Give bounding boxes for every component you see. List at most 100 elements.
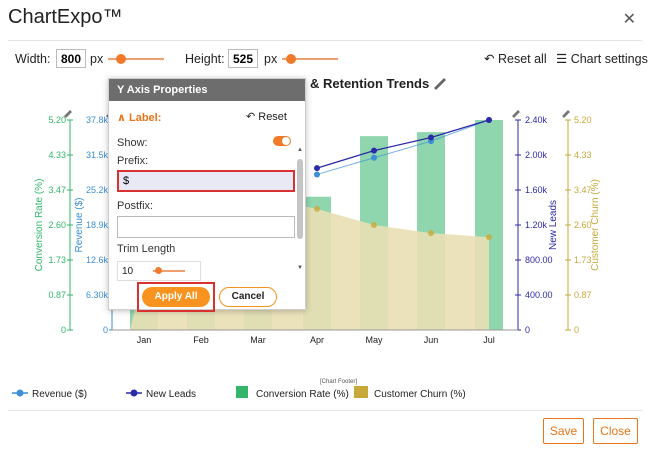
panel-scrollbar[interactable]	[297, 159, 303, 239]
trim-length-slider[interactable]	[153, 267, 185, 274]
legend-label: Customer Churn (%)	[374, 389, 466, 400]
width-unit: px	[90, 52, 104, 66]
save-button[interactable]: Save	[543, 418, 584, 444]
revenue-point[interactable]	[314, 171, 320, 178]
churn-axis-tick-label: 2.60	[574, 220, 592, 230]
height-slider[interactable]	[282, 54, 338, 64]
churn-axis-tick-label: 5.20	[574, 115, 592, 125]
churn-point[interactable]	[486, 234, 492, 241]
pencil-icon[interactable]	[512, 110, 520, 118]
churn-axis-tick-label: 0	[574, 325, 579, 335]
new-leads-point[interactable]	[371, 147, 377, 154]
new-leads-line[interactable]	[316, 119, 490, 169]
x-tick-label: May	[365, 335, 383, 345]
chart-title[interactable]: & Retention Trends	[310, 76, 429, 91]
bar-icon	[236, 386, 248, 398]
apply-all-highlight: Apply All	[137, 282, 215, 312]
area-icon	[354, 386, 368, 398]
show-toggle[interactable]	[273, 136, 291, 146]
new-leads-point[interactable]	[428, 134, 434, 141]
postfix-label: Postfix:	[117, 200, 154, 212]
undo-icon: ↶	[484, 52, 495, 66]
churn-axis-tick-label: 1.73	[574, 255, 592, 265]
x-tick-label: Apr	[310, 335, 324, 345]
label-section-toggle[interactable]: ∧ Label:	[117, 111, 161, 124]
scroll-up-icon[interactable]: ▲	[297, 147, 303, 153]
close-button[interactable]: Close	[593, 418, 638, 444]
line-marker-dot	[16, 389, 24, 397]
revenue-axis-tick-label: 12.6k	[86, 255, 109, 265]
new-leads-point[interactable]	[486, 117, 492, 123]
height-label: Height:	[185, 52, 225, 66]
cancel-button[interactable]: Cancel	[219, 287, 277, 307]
label-reset-button[interactable]: ↶ Reset	[246, 110, 287, 123]
churn-axis-title: Customer Churn (%)	[590, 179, 601, 271]
undo-icon: ↶	[245, 111, 259, 123]
trim-length-thumb[interactable]	[155, 267, 162, 274]
new-leads-point[interactable]	[314, 165, 320, 172]
width-input[interactable]	[56, 49, 86, 68]
churn-point[interactable]	[314, 205, 320, 212]
x-tick-label: Jul	[483, 335, 495, 345]
legend-item[interactable]: Customer Churn (%)	[354, 386, 466, 400]
new-leads-axis-tick-label: 2.40k	[525, 115, 548, 125]
chevron-up-icon: ∧	[117, 112, 129, 124]
pencil-icon[interactable]	[64, 110, 72, 118]
revenue-axis-tick-label: 25.2k	[86, 185, 109, 195]
chart-footer[interactable]: [Chart Footer]	[320, 379, 357, 385]
chart-settings-label: Chart settings	[570, 52, 648, 66]
churn-point[interactable]	[371, 222, 377, 228]
conversion-axis-tick-label: 4.33	[48, 150, 66, 160]
new-leads-axis-tick-label: 1.60k	[525, 185, 548, 195]
x-tick-label: Jan	[137, 335, 152, 345]
pencil-icon[interactable]	[434, 78, 446, 90]
legend-label: New Leads	[146, 389, 196, 400]
pencil-icon[interactable]	[562, 110, 570, 118]
chart-settings-button[interactable]: ☰ Chart settings	[556, 51, 648, 66]
apply-all-button[interactable]: Apply All	[142, 287, 210, 307]
churn-axis-tick-label: 3.47	[574, 185, 592, 195]
revenue-line[interactable]	[316, 119, 490, 175]
close-icon[interactable]: ✕	[622, 11, 636, 28]
legend-label: Revenue ($)	[32, 389, 87, 400]
revenue-axis-tick-label: 31.5k	[86, 150, 109, 160]
postfix-input[interactable]	[117, 216, 295, 238]
height-slider-thumb[interactable]	[286, 54, 296, 64]
x-tick-label: Feb	[193, 335, 209, 345]
new-leads-axis-tick-label: 2.00k	[525, 150, 548, 160]
legend-item[interactable]: Revenue ($)	[12, 389, 87, 400]
revenue-point[interactable]	[371, 154, 377, 161]
legend-item[interactable]: New Leads	[126, 389, 196, 400]
height-unit: px	[264, 52, 278, 66]
width-label: Width:	[15, 52, 51, 66]
prefix-input[interactable]	[117, 170, 295, 192]
show-label: Show:	[117, 137, 148, 149]
revenue-axis-tick-label: 0	[103, 325, 108, 335]
trim-length-input[interactable]: 10	[117, 261, 201, 281]
new-leads-axis-tick-label: 1.20k	[525, 220, 548, 230]
legend-item[interactable]: Conversion Rate (%)	[236, 386, 349, 400]
label-reset-text: Reset	[258, 111, 287, 123]
new-leads-axis-tick-label: 400.00	[525, 290, 553, 300]
churn-point[interactable]	[428, 230, 434, 237]
y-axis-properties-panel: Y Axis Properties ∧ Label: ↶ Reset Show:…	[108, 78, 306, 312]
scroll-down-icon[interactable]: ▼	[297, 265, 303, 271]
height-input[interactable]	[228, 49, 258, 68]
dialog-header: ChartExpo™ ✕	[0, 0, 650, 40]
label-section-title: Label:	[129, 112, 162, 124]
revenue-axis-tick-label: 18.9k	[86, 220, 109, 230]
line-marker-dot	[130, 389, 138, 397]
conversion-axis-tick-label: 5.20	[48, 115, 66, 125]
conversion-axis-tick-label: 0	[61, 325, 66, 335]
width-slider[interactable]	[108, 54, 164, 64]
reset-all-button[interactable]: ↶ Reset all	[484, 51, 547, 66]
legend-label: Conversion Rate (%)	[256, 389, 349, 400]
footer-divider	[8, 410, 642, 411]
width-slider-thumb[interactable]	[116, 54, 126, 64]
new-leads-axis-tick-label: 800.00	[525, 255, 553, 265]
new-leads-axis-title: New Leads	[548, 200, 559, 250]
x-tick-label: Jun	[424, 335, 439, 345]
conversion-axis-tick-label: 2.60	[48, 220, 66, 230]
